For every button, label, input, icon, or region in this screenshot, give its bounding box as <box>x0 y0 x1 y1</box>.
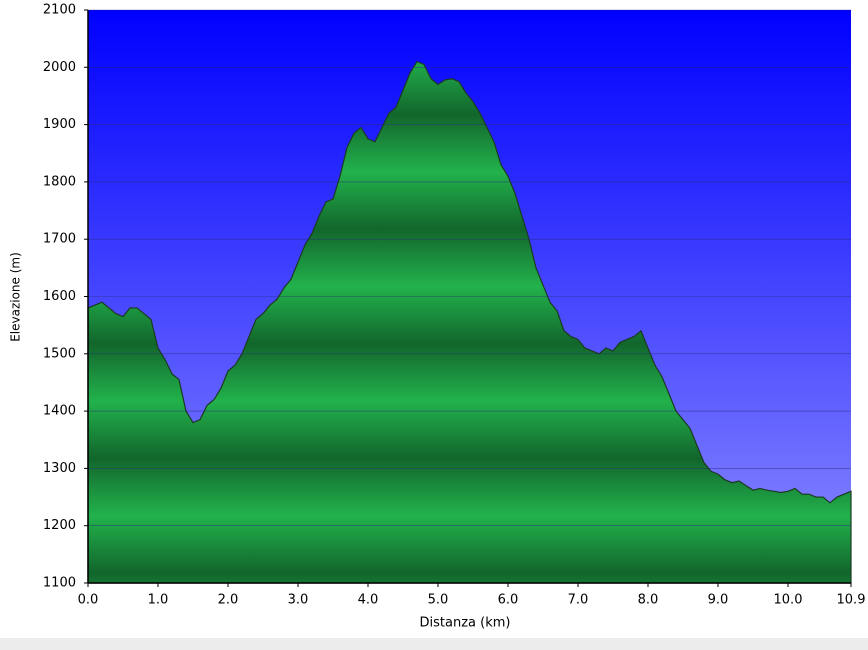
x-axis-label: Distanza (km) <box>420 616 511 631</box>
x-tick-label: 8.0 <box>638 593 659 608</box>
y-tick-label: 2100 <box>43 3 76 18</box>
x-tick-label: 9.0 <box>708 593 729 608</box>
y-tick-label: 1100 <box>43 576 76 591</box>
y-tick-label: 1800 <box>43 174 76 189</box>
y-tick-label: 1200 <box>43 518 76 533</box>
elevation-area <box>87 60 852 584</box>
y-tick-label: 1300 <box>43 461 76 476</box>
y-tick-label: 1900 <box>43 117 76 132</box>
y-tick-label: 1600 <box>43 289 76 304</box>
x-tick-label: 3.0 <box>288 593 309 608</box>
x-tick-label: 4.0 <box>358 593 379 608</box>
x-tick-label: 7.0 <box>568 593 589 608</box>
x-tick-label: 10.0 <box>774 593 803 608</box>
y-tick-label: 1500 <box>43 346 76 361</box>
x-tick-label: 5.0 <box>428 593 449 608</box>
x-tick-label: 6.0 <box>498 593 519 608</box>
y-tick-label: 2000 <box>43 60 76 75</box>
y-tick-label: 1700 <box>43 232 76 247</box>
x-tick-label: 10.9 <box>837 593 866 608</box>
footer-strip <box>0 638 868 650</box>
x-tick-label: 1.0 <box>148 593 169 608</box>
y-tick-label: 1400 <box>43 404 76 419</box>
y-axis-label: Elevazione (m) <box>9 252 23 342</box>
x-tick-label: 2.0 <box>218 593 239 608</box>
x-tick-label: 0.0 <box>78 593 99 608</box>
